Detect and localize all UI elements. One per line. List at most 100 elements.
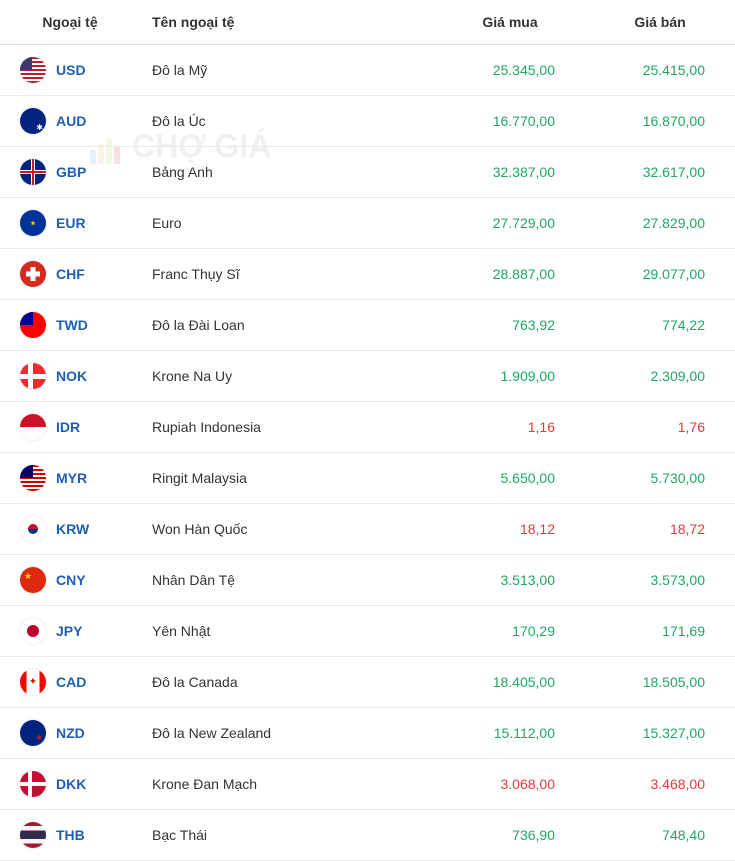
thb-flag-icon [20,822,46,848]
cell-currency-name: Yên Nhật [140,606,435,657]
cny-flag-icon [20,567,46,593]
currency-code[interactable]: DKK [56,776,86,792]
cell-currency-name: Euro [140,198,435,249]
cell-currency[interactable]: CAD [0,657,140,707]
cell-sell-price: 171,69 [585,606,735,657]
cell-currency[interactable]: JPY [0,606,140,656]
cell-currency[interactable]: MYR [0,453,140,503]
table-row[interactable]: EUR Euro27.729,0027.829,00 [0,198,735,249]
table-row[interactable]: IDR Rupiah Indonesia1,161,76 [0,402,735,453]
currency-code[interactable]: CHF [56,266,85,282]
myr-flag-icon [20,465,46,491]
header-buy: Giá mua [435,0,585,45]
cell-currency-name: Đô la Mỹ [140,45,435,96]
cell-buy-price: 18.405,00 [435,657,585,708]
cell-buy-price: 1.909,00 [435,351,585,402]
cell-buy-price: 170,29 [435,606,585,657]
cell-currency[interactable]: EUR [0,198,140,248]
currency-code[interactable]: IDR [56,419,80,435]
cell-currency[interactable]: NZD [0,708,140,758]
krw-flag-icon [20,516,46,542]
table-row[interactable]: JPY Yên Nhật170,29171,69 [0,606,735,657]
cell-currency-name: Franc Thụy Sĩ [140,249,435,300]
table-row[interactable]: THBBạc Thái736,90748,40 [0,810,735,861]
nok-flag-icon [20,363,46,389]
cell-buy-price: 1,16 [435,402,585,453]
table-row[interactable]: KRWWon Hàn Quốc18,1218,72 [0,504,735,555]
table-row[interactable]: GBPBảng Anh32.387,0032.617,00 [0,147,735,198]
nzd-flag-icon [20,720,46,746]
cell-currency-name: Nhân Dân Tệ [140,555,435,606]
table-row[interactable]: AUD Đô la Úc16.770,0016.870,00 [0,96,735,147]
cell-sell-price: 5.730,00 [585,453,735,504]
cell-currency[interactable]: AUD [0,96,140,146]
currency-code[interactable]: USD [56,62,86,78]
idr-flag-icon [20,414,46,440]
table-row[interactable]: DKKKrone Đan Mạch3.068,003.468,00 [0,759,735,810]
currency-code[interactable]: CNY [56,572,86,588]
currency-code[interactable]: KRW [56,521,89,537]
cell-currency[interactable]: NOK [0,351,140,401]
header-sell: Giá bán [585,0,735,45]
cell-currency-name: Đô la Úc [140,96,435,147]
cell-currency-name: Đô la New Zealand [140,708,435,759]
cell-currency[interactable]: KRW [0,504,140,554]
cell-currency[interactable]: CNY [0,555,140,605]
currency-code[interactable]: TWD [56,317,88,333]
cell-buy-price: 763,92 [435,300,585,351]
cell-buy-price: 27.729,00 [435,198,585,249]
aud-flag-icon [20,108,46,134]
cell-sell-price: 1,76 [585,402,735,453]
table-row[interactable]: CNY Nhân Dân Tệ3.513,003.573,00 [0,555,735,606]
cell-buy-price: 16.770,00 [435,96,585,147]
cell-buy-price: 32.387,00 [435,147,585,198]
currency-code[interactable]: JPY [56,623,82,639]
cell-currency-name: Bạc Thái [140,810,435,861]
currency-code[interactable]: NZD [56,725,85,741]
header-name: Tên ngoại tệ [140,0,435,45]
currency-code[interactable]: THB [56,827,85,843]
cell-currency[interactable]: IDR [0,402,140,452]
cell-buy-price: 28.887,00 [435,249,585,300]
cell-currency[interactable]: GBP [0,147,140,197]
jpy-flag-icon [20,618,46,644]
table-row[interactable]: NZDĐô la New Zealand15.112,0015.327,00 [0,708,735,759]
cell-currency-name: Rupiah Indonesia [140,402,435,453]
cell-buy-price: 3.068,00 [435,759,585,810]
cell-buy-price: 736,90 [435,810,585,861]
table-row[interactable]: MYR Ringit Malaysia5.650,005.730,00 [0,453,735,504]
cell-buy-price: 5.650,00 [435,453,585,504]
cell-sell-price: 29.077,00 [585,249,735,300]
currency-code[interactable]: EUR [56,215,86,231]
cell-sell-price: 25.415,00 [585,45,735,96]
table-row[interactable]: TWDĐô la Đài Loan763,92774,22 [0,300,735,351]
cell-buy-price: 3.513,00 [435,555,585,606]
cell-currency-name: Ringit Malaysia [140,453,435,504]
dkk-flag-icon [20,771,46,797]
currency-code[interactable]: MYR [56,470,87,486]
cell-sell-price: 16.870,00 [585,96,735,147]
cell-sell-price: 32.617,00 [585,147,735,198]
table-row[interactable]: NOKKrone Na Uy1.909,002.309,00 [0,351,735,402]
cell-sell-price: 3.573,00 [585,555,735,606]
twd-flag-icon [20,312,46,338]
table-row[interactable]: CHF Franc Thụy Sĩ28.887,0029.077,00 [0,249,735,300]
cell-currency[interactable]: USD [0,45,140,95]
cell-currency[interactable]: TWD [0,300,140,350]
header-currency: Ngoại tệ [0,0,140,45]
eur-flag-icon [20,210,46,236]
table-row[interactable]: USDĐô la Mỹ25.345,0025.415,00 [0,45,735,96]
currency-code[interactable]: GBP [56,164,86,180]
cell-currency[interactable]: CHF [0,249,140,299]
cell-sell-price: 774,22 [585,300,735,351]
currency-code[interactable]: CAD [56,674,86,690]
chf-flag-icon [20,261,46,287]
cell-currency[interactable]: THB [0,810,140,860]
cell-currency[interactable]: DKK [0,759,140,809]
cell-sell-price: 27.829,00 [585,198,735,249]
currency-code[interactable]: NOK [56,368,87,384]
table-row[interactable]: CADĐô la Canada18.405,0018.505,00 [0,657,735,708]
cad-flag-icon [20,669,46,695]
currency-code[interactable]: AUD [56,113,86,129]
cell-sell-price: 15.327,00 [585,708,735,759]
